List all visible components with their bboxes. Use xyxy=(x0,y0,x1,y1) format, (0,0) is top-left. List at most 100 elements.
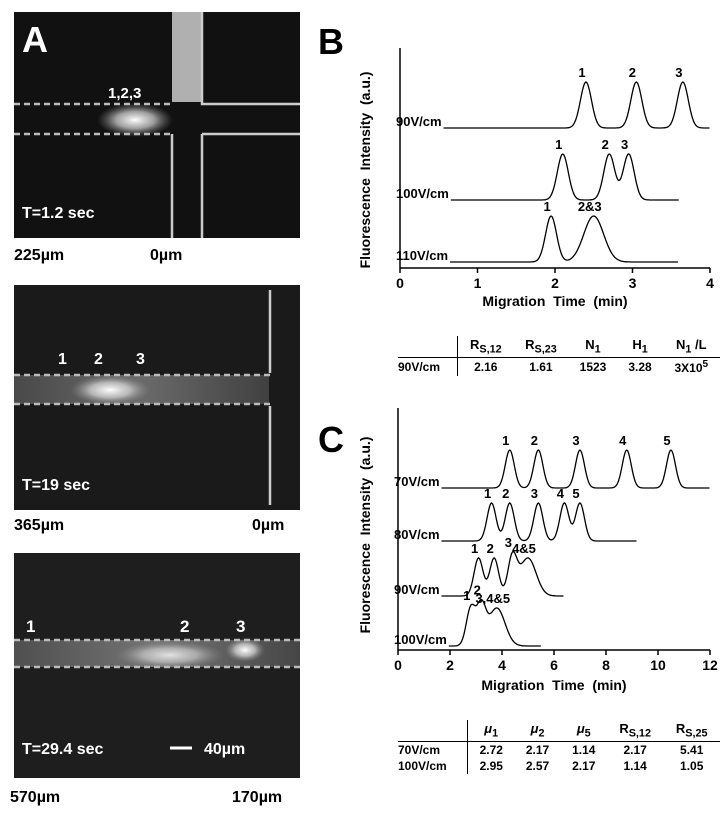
x-tick-label: 10 xyxy=(650,657,666,673)
position-label: 0µm xyxy=(150,247,182,264)
trace-line xyxy=(443,81,710,129)
cell-sub: 5 xyxy=(584,727,591,740)
x-tick-label: 4 xyxy=(498,657,506,673)
cell-main: R xyxy=(619,721,629,736)
header-cell: μ2 xyxy=(514,720,561,742)
peak-label: 3 xyxy=(572,433,579,448)
cell-main: H xyxy=(632,337,642,352)
peak-label: 2 xyxy=(94,351,103,368)
cell-sub: S,12 xyxy=(479,343,502,356)
cell-sub: 1 xyxy=(685,343,692,356)
cell-main: μ xyxy=(484,721,493,736)
table-cell: 2.72 xyxy=(479,742,503,757)
data-table: μ1 μ2 μ5 RS,12 RS,25 70V/cm 2.72 2.17 1.14 2.17 5.… xyxy=(398,720,720,774)
trace-name: 90V/cm xyxy=(394,582,440,597)
time-label: T=29.4 sec xyxy=(22,741,104,758)
table-cell: 2.17 xyxy=(525,742,550,757)
cell-sup: 5 xyxy=(702,358,709,370)
panel-label: C xyxy=(318,419,344,460)
position-label: 570µm xyxy=(10,789,60,806)
position-label: 0µm xyxy=(252,517,284,534)
table-cell: 100V/cm xyxy=(398,757,469,774)
header-cell: H1 xyxy=(617,336,663,358)
peak-label: 1 xyxy=(578,65,585,80)
peak-label: 1 xyxy=(463,588,470,603)
x-tick-label: 1 xyxy=(474,275,482,291)
header-cell: μ5 xyxy=(560,720,607,742)
header-cell: N1 xyxy=(568,336,618,358)
table-cell: 5.41 xyxy=(680,742,704,757)
peak-label: 1 xyxy=(26,617,35,636)
peak-label: 3 xyxy=(505,535,512,550)
trace-line xyxy=(441,550,564,597)
peak-label: 4&5 xyxy=(512,541,536,556)
x-axis-label: Migration Time (min) xyxy=(481,677,626,693)
x-tick-label: 6 xyxy=(550,657,558,673)
table-cell: 3.28 xyxy=(628,359,652,374)
x-tick-label: 2 xyxy=(446,657,454,673)
peak-label: 4 xyxy=(619,433,627,448)
x-tick-label: 12 xyxy=(702,657,718,673)
table-cell: 3X105 xyxy=(663,357,720,376)
peak-label: 3 xyxy=(236,617,245,636)
cell-sub: 1 xyxy=(594,343,601,356)
table-cell: 1.05 xyxy=(680,758,704,773)
channel-wall xyxy=(170,12,300,238)
header-cell: RS,12 xyxy=(457,336,514,358)
cell-sub: 1 xyxy=(641,343,648,356)
cell-sub: 2 xyxy=(538,727,545,740)
time-label: T=19 sec xyxy=(22,477,90,494)
table-cell: 90V/cm xyxy=(398,357,459,376)
table-cell: 2.17 xyxy=(623,742,647,757)
peak-label: 5 xyxy=(572,486,579,501)
table-cell: 2.16 xyxy=(474,359,498,374)
peak-label: 3 xyxy=(136,351,145,368)
peak-label: 3 xyxy=(531,486,538,501)
peak-label: 1 xyxy=(484,486,491,501)
trace-name: 70V/cm xyxy=(394,474,440,489)
trace-line xyxy=(448,598,541,647)
peak-label: 2 xyxy=(487,541,494,556)
sample-plug xyxy=(225,638,265,662)
peak-label: 4 xyxy=(557,486,565,501)
x-tick-label: 3 xyxy=(629,275,637,291)
trace-line xyxy=(450,215,678,263)
peak-label: 2&3 xyxy=(578,199,602,214)
cell-main: N xyxy=(585,337,595,352)
cell-main: 3X10 xyxy=(674,360,703,375)
peak-label: 2 xyxy=(502,486,509,501)
cell-main: μ xyxy=(530,721,539,736)
trace-line xyxy=(450,153,679,201)
cell-main: R xyxy=(525,337,535,352)
channel-dash xyxy=(14,638,300,669)
table-cell: 1523 xyxy=(579,359,607,374)
cell-main: N xyxy=(675,337,686,352)
cell-sub: 1 xyxy=(492,727,499,740)
table-cell: 70V/cm xyxy=(398,741,469,758)
cell-sub: S,25 xyxy=(685,727,708,740)
y-axis-label: Fluorescence Intensity (a.u.) xyxy=(357,437,373,634)
position-label: 225µm xyxy=(14,247,64,264)
x-tick-label: 8 xyxy=(602,657,610,673)
trace-name: 100V/cm xyxy=(396,186,449,201)
cell-sub: S,12 xyxy=(628,727,651,740)
panel-label: A xyxy=(22,19,48,60)
trace-name: 110V/cm xyxy=(396,248,448,263)
scale-label: 40µm xyxy=(204,741,245,758)
position-label: 365µm xyxy=(14,517,64,534)
cell-main: R xyxy=(675,721,686,736)
table-cell: 2.17 xyxy=(572,758,596,773)
cell-sub: S,23 xyxy=(534,343,557,356)
peak-label: 1 xyxy=(555,137,562,152)
header-cell: RS,12 xyxy=(606,720,664,742)
x-tick-label: 2 xyxy=(551,275,559,291)
peak-label: 1 xyxy=(544,199,551,214)
table-cell: 1.14 xyxy=(572,742,596,757)
time-label: T=1.2 sec xyxy=(22,205,95,222)
peak-label: 2 xyxy=(602,137,609,152)
x-tick-label: 0 xyxy=(394,657,402,673)
x-tick-label: 0 xyxy=(396,275,404,291)
channel-dash xyxy=(14,102,172,136)
